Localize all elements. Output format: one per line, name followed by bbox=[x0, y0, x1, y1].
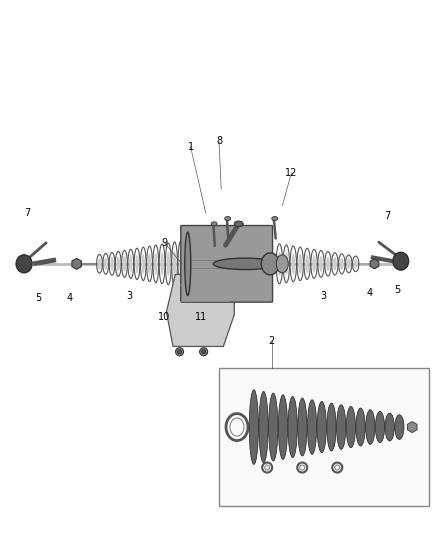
Ellipse shape bbox=[234, 221, 243, 227]
Ellipse shape bbox=[268, 393, 278, 461]
Ellipse shape bbox=[110, 257, 114, 271]
Ellipse shape bbox=[298, 398, 307, 456]
Ellipse shape bbox=[291, 253, 295, 274]
Ellipse shape bbox=[278, 252, 281, 276]
Ellipse shape bbox=[385, 413, 394, 441]
Ellipse shape bbox=[249, 390, 258, 464]
Text: 7: 7 bbox=[25, 208, 31, 218]
Ellipse shape bbox=[375, 411, 385, 443]
Ellipse shape bbox=[312, 255, 316, 272]
Text: 7: 7 bbox=[385, 211, 391, 221]
Bar bbox=[219, 368, 429, 506]
Ellipse shape bbox=[307, 400, 317, 454]
Ellipse shape bbox=[272, 216, 278, 221]
Ellipse shape bbox=[213, 258, 277, 270]
Ellipse shape bbox=[185, 232, 191, 295]
Ellipse shape bbox=[225, 216, 231, 221]
Circle shape bbox=[177, 350, 182, 354]
Ellipse shape bbox=[327, 403, 336, 451]
Ellipse shape bbox=[129, 255, 133, 272]
Ellipse shape bbox=[326, 256, 330, 271]
Circle shape bbox=[176, 348, 184, 356]
Ellipse shape bbox=[16, 255, 32, 273]
Polygon shape bbox=[166, 274, 234, 346]
Ellipse shape bbox=[346, 406, 356, 448]
Ellipse shape bbox=[179, 250, 183, 278]
Ellipse shape bbox=[298, 254, 302, 274]
Circle shape bbox=[200, 348, 208, 356]
Ellipse shape bbox=[319, 256, 323, 272]
FancyBboxPatch shape bbox=[181, 225, 272, 302]
Ellipse shape bbox=[279, 395, 288, 459]
Ellipse shape bbox=[356, 408, 365, 446]
Ellipse shape bbox=[230, 418, 244, 436]
Ellipse shape bbox=[393, 252, 409, 270]
Text: 4: 4 bbox=[67, 294, 73, 303]
Ellipse shape bbox=[259, 391, 268, 463]
Ellipse shape bbox=[104, 257, 107, 270]
Ellipse shape bbox=[347, 259, 351, 269]
Ellipse shape bbox=[333, 257, 337, 271]
Ellipse shape bbox=[148, 253, 151, 274]
Ellipse shape bbox=[340, 258, 344, 270]
Ellipse shape bbox=[141, 254, 145, 274]
Ellipse shape bbox=[98, 258, 101, 269]
Text: 8: 8 bbox=[216, 136, 222, 146]
Ellipse shape bbox=[317, 401, 326, 453]
Ellipse shape bbox=[173, 251, 177, 277]
Ellipse shape bbox=[354, 259, 357, 269]
Text: 5: 5 bbox=[394, 286, 400, 295]
Ellipse shape bbox=[166, 252, 170, 276]
Ellipse shape bbox=[284, 253, 288, 275]
Text: 11: 11 bbox=[195, 312, 208, 322]
Text: 4: 4 bbox=[367, 288, 373, 298]
Text: 10: 10 bbox=[158, 312, 170, 322]
Ellipse shape bbox=[276, 255, 288, 273]
Text: 2: 2 bbox=[268, 336, 275, 346]
Ellipse shape bbox=[336, 405, 346, 449]
Text: 9: 9 bbox=[161, 238, 167, 247]
Text: 3: 3 bbox=[126, 291, 132, 301]
Ellipse shape bbox=[135, 254, 139, 273]
Circle shape bbox=[201, 350, 206, 354]
Text: 12: 12 bbox=[285, 168, 297, 178]
Ellipse shape bbox=[154, 253, 158, 275]
Text: 1: 1 bbox=[187, 142, 194, 151]
Ellipse shape bbox=[261, 253, 279, 275]
Ellipse shape bbox=[395, 415, 404, 439]
Ellipse shape bbox=[305, 255, 309, 273]
Ellipse shape bbox=[123, 256, 126, 272]
Ellipse shape bbox=[160, 252, 164, 276]
Ellipse shape bbox=[366, 410, 375, 445]
Ellipse shape bbox=[288, 397, 297, 458]
Ellipse shape bbox=[117, 256, 120, 271]
Ellipse shape bbox=[211, 222, 217, 226]
Text: 3: 3 bbox=[320, 291, 326, 301]
Text: 5: 5 bbox=[35, 294, 41, 303]
